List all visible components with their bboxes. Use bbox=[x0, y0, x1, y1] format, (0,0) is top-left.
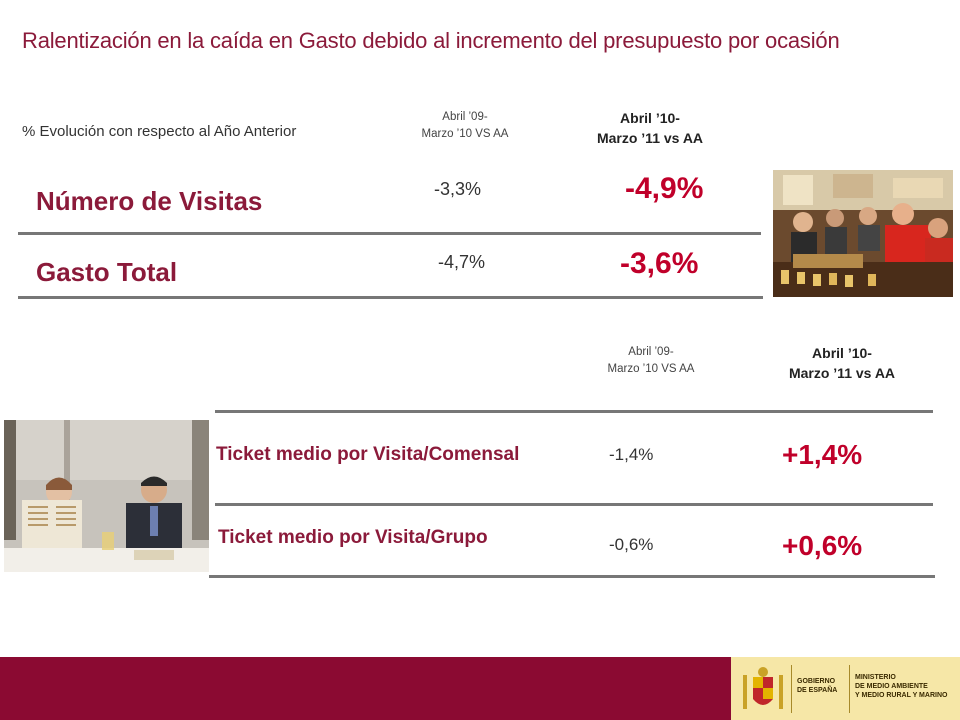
row-label-ticket-grupo: Ticket medio por Visita/Grupo bbox=[218, 527, 488, 548]
divider bbox=[209, 575, 935, 578]
logo-ministerio-line: DE MEDIO AMBIENTE bbox=[855, 683, 928, 690]
column-header-curr: Abril ’10- Marzo ’11 vs AA bbox=[570, 108, 730, 148]
value-curr-ticket-comensal: +1,4% bbox=[782, 439, 863, 470]
column-header-line: Marzo ’11 vs AA bbox=[596, 130, 704, 146]
value-prev-gasto: -4,7% bbox=[438, 252, 486, 272]
logo-divider bbox=[791, 665, 792, 713]
logo-gobierno-line: GOBIERNO bbox=[797, 678, 836, 685]
government-logo: GOBIERNO DE ESPAÑA MINISTERIO DE MEDIO A… bbox=[731, 657, 960, 720]
column-header-line: Marzo ’10 VS AA bbox=[607, 363, 695, 375]
column-header-line: Marzo ’10 VS AA bbox=[421, 128, 509, 140]
column-header-curr: Abril ’10- Marzo ’11 vs AA bbox=[762, 343, 922, 383]
restaurant-photo bbox=[4, 420, 209, 572]
row-label-visitas: Número de Visitas bbox=[36, 186, 263, 216]
column-header-line: Abril ’10- bbox=[812, 345, 872, 361]
column-header-line: Abril ’09- bbox=[628, 346, 674, 358]
row-label-gasto: Gasto Total bbox=[36, 257, 178, 287]
logo-divider bbox=[849, 665, 850, 713]
logo-ministerio: MINISTERIO DE MEDIO AMBIENTE Y MEDIO RUR… bbox=[855, 673, 947, 700]
row-label-ticket-comensal: Ticket medio por Visita/Comensal bbox=[216, 444, 520, 465]
value-prev-ticket-comensal: -1,4% bbox=[609, 445, 654, 464]
value-curr-ticket-grupo: +0,6% bbox=[782, 530, 863, 561]
divider bbox=[215, 503, 933, 506]
logo-ministerio-line: MINISTERIO bbox=[855, 674, 896, 681]
column-header-line: Abril ’10- bbox=[620, 110, 680, 126]
value-curr-visitas: -4,9% bbox=[625, 172, 704, 205]
column-header-prev: Abril ’09- Marzo ’10 VS AA bbox=[400, 109, 530, 143]
page-title: Ralentización en la caída en Gasto debid… bbox=[22, 28, 840, 53]
divider bbox=[18, 232, 761, 235]
divider bbox=[215, 410, 933, 413]
value-prev-ticket-grupo: -0,6% bbox=[609, 535, 654, 554]
column-header-line: Marzo ’11 vs AA bbox=[788, 365, 896, 381]
column-header-prev: Abril ’09- Marzo ’10 VS AA bbox=[586, 344, 716, 378]
column-header-line: Abril ’09- bbox=[442, 111, 488, 123]
logo-gobierno: GOBIERNO DE ESPAÑA bbox=[797, 677, 837, 695]
logo-gobierno-line: DE ESPAÑA bbox=[797, 687, 838, 694]
divider bbox=[18, 296, 763, 299]
subtitle: % Evolución con respecto al Año Anterior bbox=[22, 123, 297, 140]
coat-of-arms-icon bbox=[743, 667, 783, 709]
logo-ministerio-line: Y MEDIO RURAL Y MARINO bbox=[855, 692, 948, 699]
bar-photo bbox=[773, 170, 953, 297]
value-curr-gasto: -3,6% bbox=[620, 247, 699, 280]
value-prev-visitas: -3,3% bbox=[434, 179, 482, 199]
